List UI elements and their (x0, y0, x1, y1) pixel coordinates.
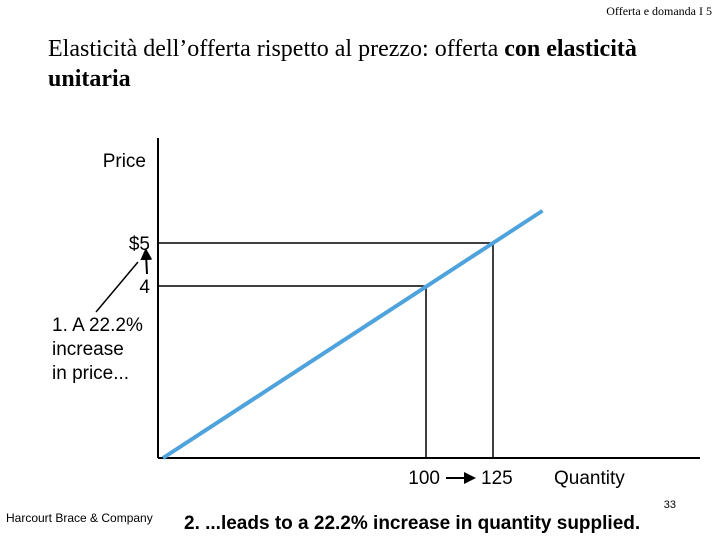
title-normal: Elasticità dell’offerta rispetto al prez… (48, 36, 505, 62)
x-tick-label-2: 125 (481, 468, 513, 489)
y-tick-label-2: 4 (139, 277, 150, 298)
supply-curve (161, 209, 544, 460)
price-change-arrow (140, 248, 153, 275)
title-bold: con elasticità unitaria (48, 36, 637, 92)
axes-group (157, 138, 700, 459)
price-annotation-line-2: increase (52, 339, 124, 360)
slide-title: Elasticità dell’offerta rispetto al prez… (48, 34, 688, 94)
x-axis-label: Quantity (554, 468, 625, 489)
slide-header: Offerta e domanda I 5 (606, 4, 712, 18)
price-annotation-pointer (95, 261, 139, 313)
price-annotation-line-3: in price... (52, 363, 129, 384)
x-tick-label-1: 100 (408, 468, 440, 489)
y-tick-label-1: $5 (129, 234, 150, 255)
price-annotation-line-1: 1. A 22.2% (52, 315, 143, 336)
series-group (161, 209, 544, 460)
arrows-group (95, 248, 476, 484)
page-number: 33 (663, 499, 676, 511)
guides-group (158, 242, 494, 458)
quantity-annotation: 2. ...leads to a 22.2% increase in quant… (184, 513, 640, 534)
y-axis-label: Price (103, 151, 146, 172)
publisher-credit: Harcourt Brace & Company (6, 511, 153, 525)
labels-group: Price Quantity $5 4 100 125 1. A 22.2% increase… (52, 151, 640, 534)
